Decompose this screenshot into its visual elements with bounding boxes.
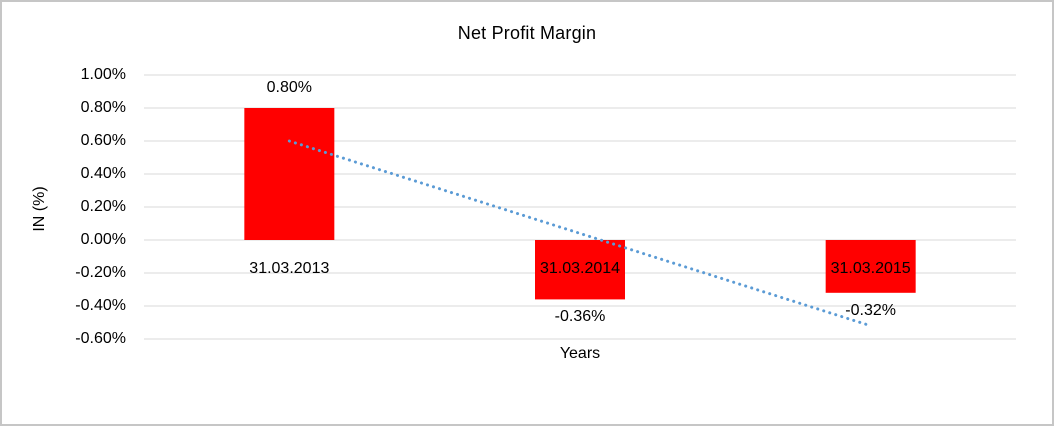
data-label: -0.36% (554, 308, 606, 326)
bar (244, 108, 335, 240)
category-label: 31.03.2014 (539, 260, 621, 277)
trendline (287, 139, 873, 328)
category-label: 31.03.2013 (249, 260, 330, 277)
y-tick-label: 0.60% (80, 132, 126, 149)
y-tick-label: -0.20% (75, 264, 126, 281)
x-axis-title: Years (559, 345, 601, 362)
y-tick-label: 0.40% (80, 165, 126, 182)
y-tick-label: -0.40% (75, 297, 126, 314)
category-label: 31.03.2015 (830, 260, 911, 277)
chart-title: Net Profit Margin (457, 23, 597, 43)
bar (535, 240, 625, 300)
bar-series (244, 108, 916, 300)
y-tick-label: 0.80% (80, 99, 126, 116)
y-tick-label: 1.00% (80, 66, 126, 83)
y-tick-label: 0.00% (80, 231, 126, 248)
data-label: -0.32% (845, 301, 897, 319)
y-axis-title: IN (%) (31, 186, 48, 232)
y-tick-label: 0.20% (80, 198, 126, 215)
bar (825, 240, 916, 293)
y-tick-label: -0.60% (75, 330, 126, 347)
data-label: 0.80% (266, 79, 313, 96)
trendline-dotted (287, 139, 873, 328)
